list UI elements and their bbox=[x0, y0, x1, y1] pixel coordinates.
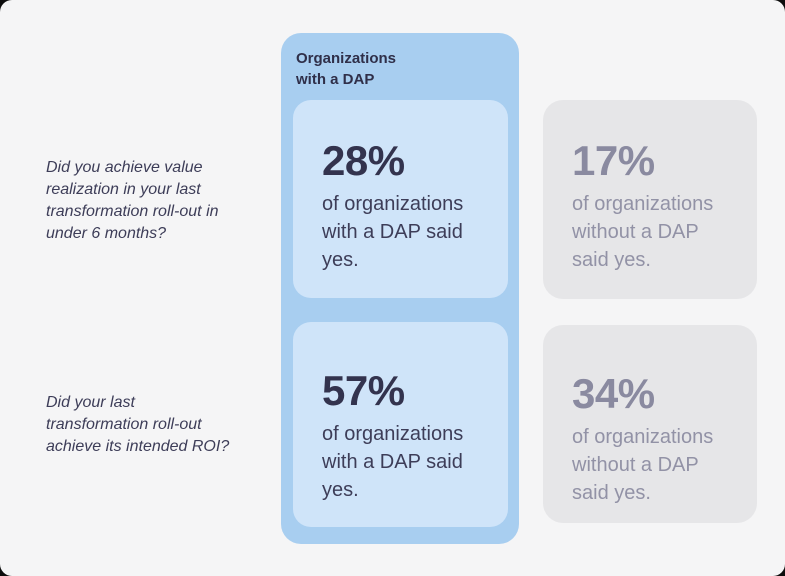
with-dap-panel: Organizations with a DAP 28% of organiza… bbox=[281, 33, 519, 544]
question-2-text: Did your last transformation roll-out ac… bbox=[46, 394, 230, 455]
stat-description-with-dap-q2: of organizations with a DAP said yes. bbox=[322, 423, 464, 502]
stat-description-without-dap-q1: of organizations without a DAP said yes. bbox=[572, 193, 714, 272]
stat-card-without-dap-q1: 17% of organizations without a DAP said … bbox=[543, 100, 757, 299]
stat-description-with-dap-q1: of organizations with a DAP said yes. bbox=[322, 193, 464, 272]
stat-value-with-dap-q1: 28% bbox=[322, 137, 405, 184]
stat-value-without-dap-q2: 34% bbox=[572, 370, 655, 417]
stat-value-with-dap-q2: 57% bbox=[322, 367, 405, 414]
question-1-text: Did you achieve value realization in you… bbox=[46, 159, 219, 242]
with-dap-panel-header: Organizations with a DAP bbox=[296, 50, 397, 88]
stat-card-with-dap-q1: 28% of organizations with a DAP said yes… bbox=[293, 100, 508, 298]
stat-value-without-dap-q1: 17% bbox=[572, 137, 655, 184]
stat-card-without-dap-q2: 34% of organizations without a DAP said … bbox=[543, 325, 757, 523]
stat-card-with-dap-q2: 57% of organizations with a DAP said yes… bbox=[293, 322, 508, 527]
stat-description-without-dap-q2: of organizations without a DAP said yes. bbox=[572, 426, 714, 505]
